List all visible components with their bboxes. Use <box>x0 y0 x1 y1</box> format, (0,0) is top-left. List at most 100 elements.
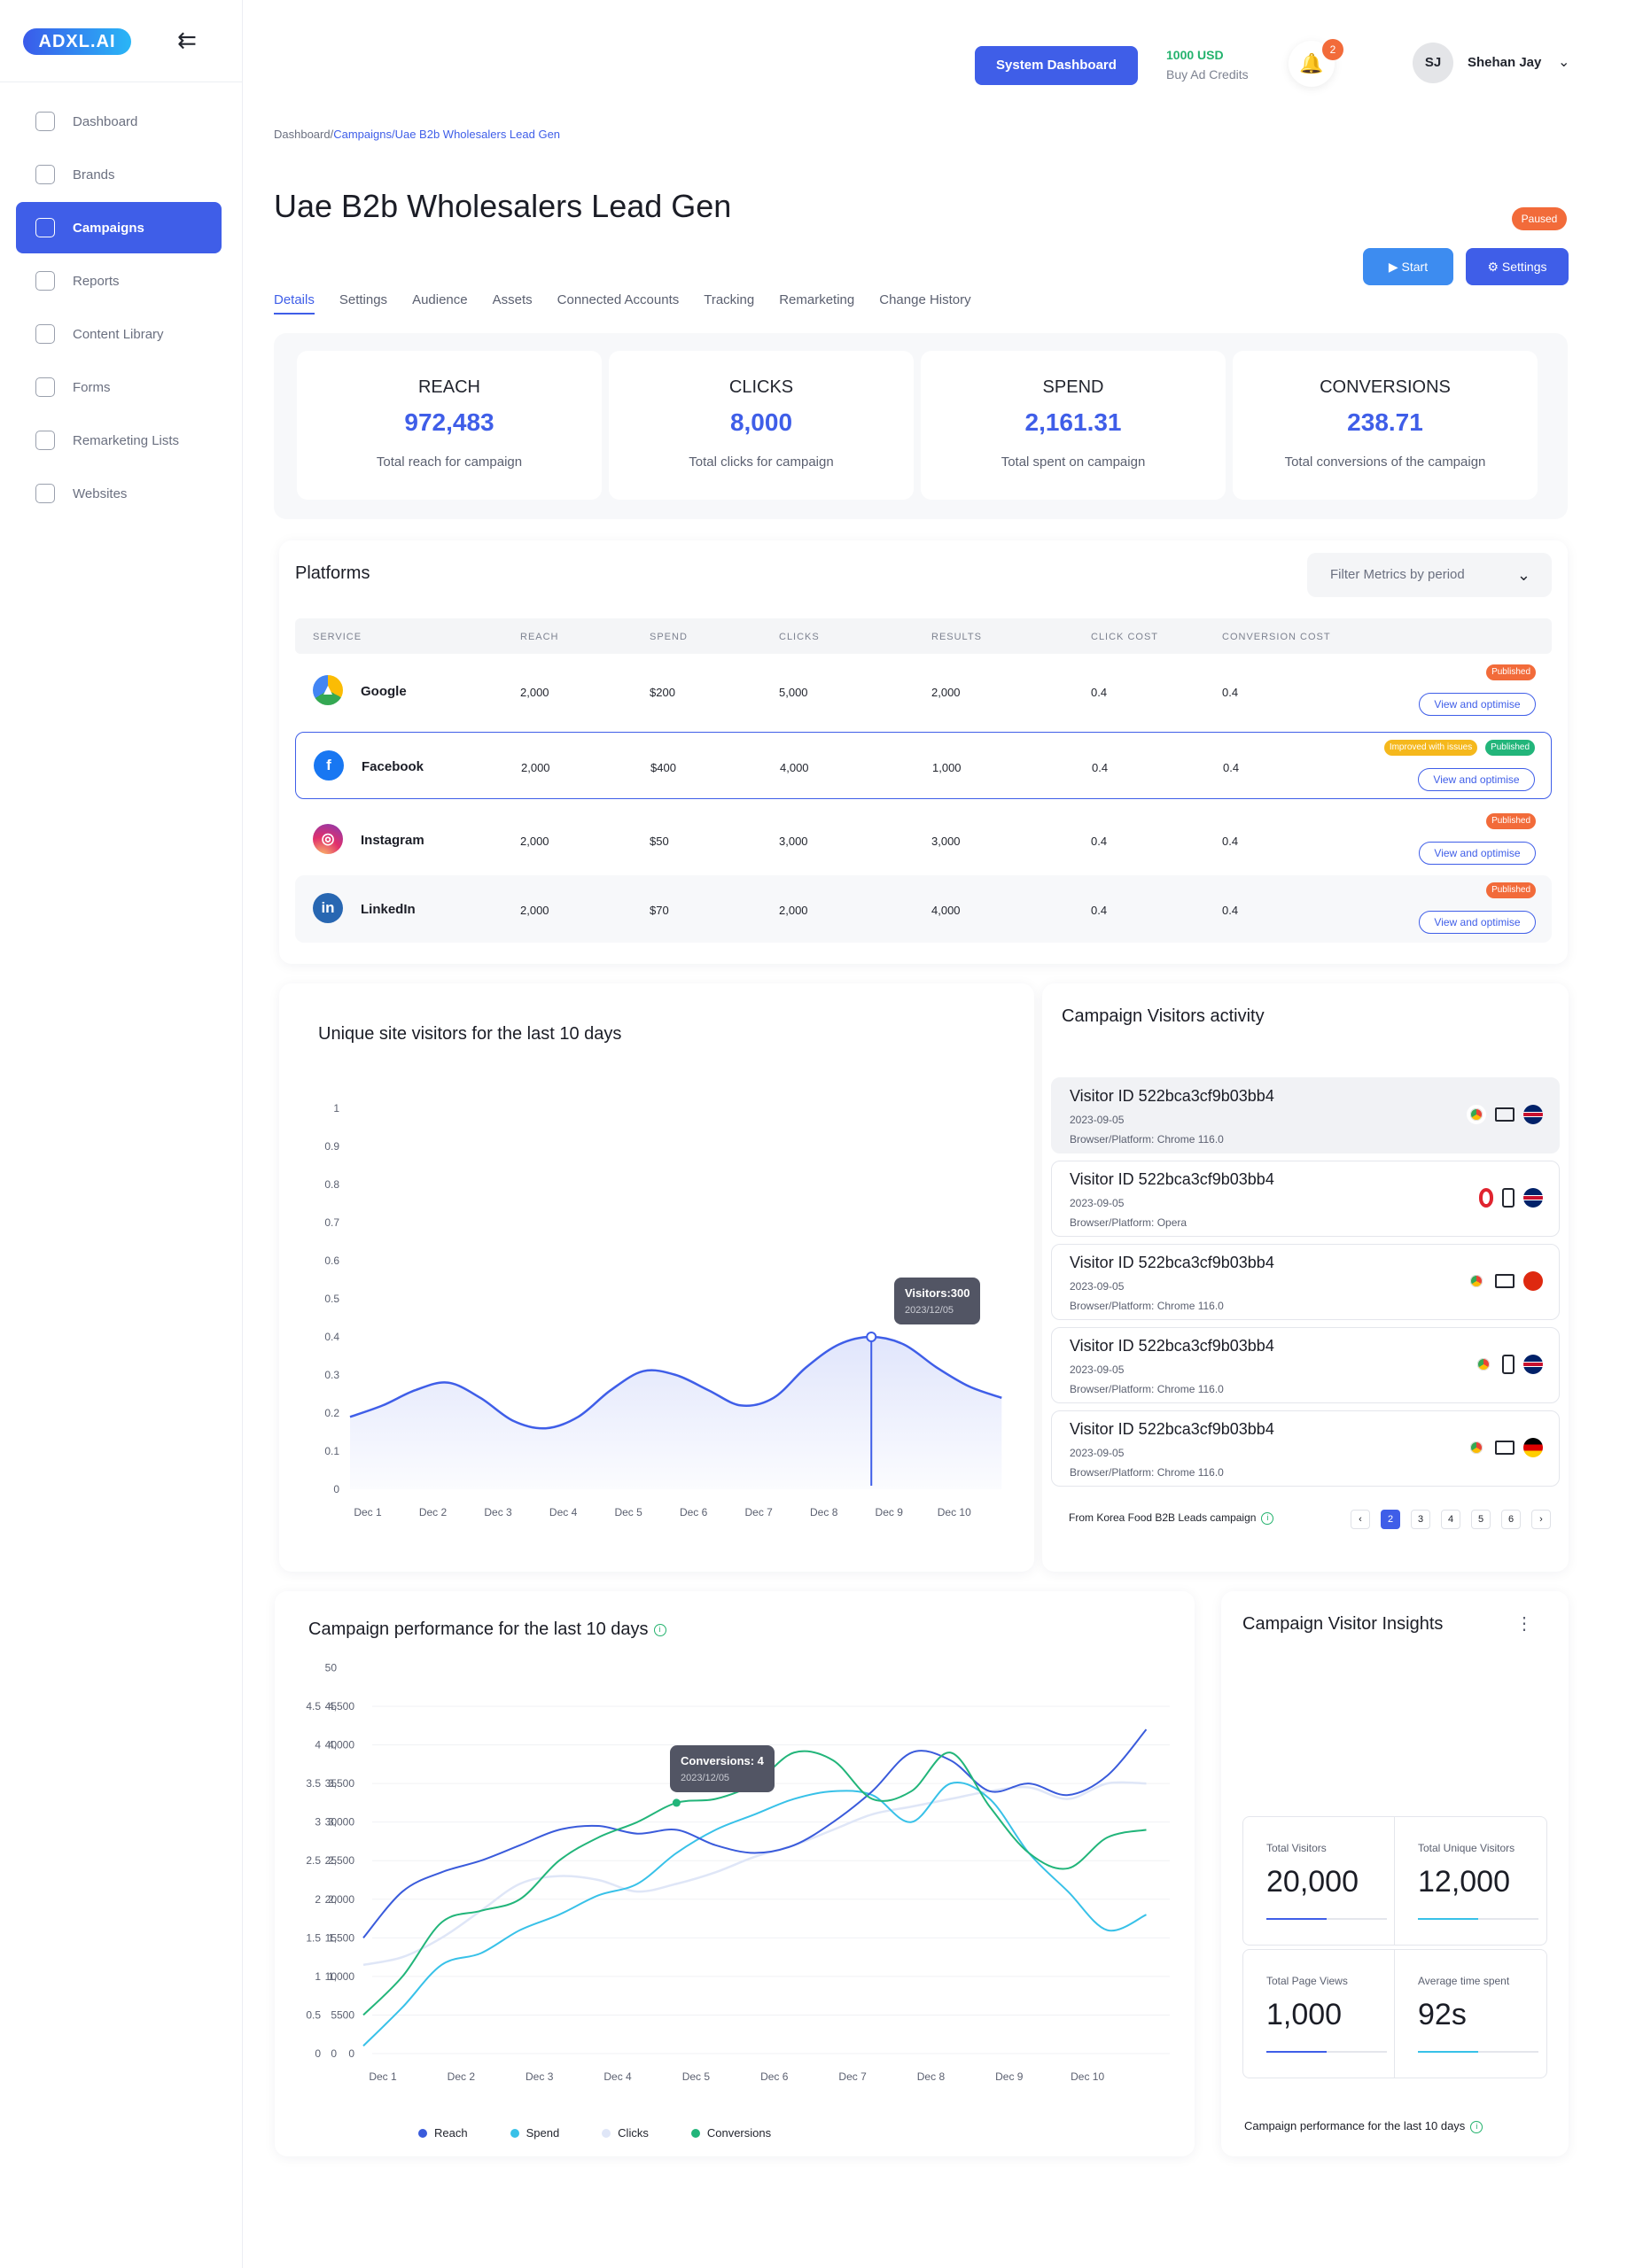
user-name[interactable]: Shehan Jay <box>1468 55 1542 70</box>
tab-audience[interactable]: Audience <box>412 292 468 307</box>
visitors-line <box>349 1335 1002 1430</box>
view-and-optimise-button[interactable]: View and optimise <box>1419 693 1536 716</box>
desktop-icon <box>1495 1107 1515 1122</box>
y-tick-label: 0.6 <box>324 1254 339 1267</box>
x-tick-label: Dec 6 <box>680 1506 708 1518</box>
chrome-icon <box>1467 1438 1486 1457</box>
germany-flag-icon <box>1523 1438 1543 1457</box>
settings-button[interactable]: ⚙ Settings <box>1466 248 1569 285</box>
china-flag-icon <box>1523 1271 1543 1291</box>
column-header: CONVERSION COST <box>1222 632 1331 642</box>
google-ads-icon: ▲ <box>313 675 343 705</box>
y-tick-label: 4 <box>315 1739 321 1751</box>
sidebar-item-brands[interactable]: Brands <box>16 149 222 200</box>
table-row[interactable]: ▲ Google 2,000 $200 5,000 2,000 0.4 0.4 Publishe… <box>295 657 1552 725</box>
legend-item-conversions[interactable]: Conversions <box>690 2126 771 2140</box>
y-tick-label: 35 <box>325 1777 338 1790</box>
chart-line-icon <box>35 112 55 131</box>
legend-item-spend[interactable]: Spend <box>510 2126 559 2140</box>
sidebar-item-forms[interactable]: Forms <box>16 361 222 413</box>
visitor-icons <box>1467 1438 1543 1457</box>
visitor-date: 2023-09-05 <box>1070 1114 1125 1126</box>
tab-tracking[interactable]: Tracking <box>704 292 755 307</box>
visitor-item[interactable]: Visitor ID 522bca3cf9b03bb4 2023-09-05 Bro… <box>1051 1327 1560 1403</box>
start-button[interactable]: ▶ Start <box>1363 248 1453 285</box>
visitor-item[interactable]: Visitor ID 522bca3cf9b03bb4 2023-09-05 Bro… <box>1051 1410 1560 1487</box>
visitors-activity-card: Campaign Visitors activity Visitor ID 52… <box>1042 983 1569 1572</box>
tab-connected-accounts[interactable]: Connected Accounts <box>557 292 680 307</box>
tab-remarketing[interactable]: Remarketing <box>779 292 855 307</box>
y-tick-label: 1,500 <box>328 1931 354 1944</box>
info-icon[interactable]: i <box>1470 2120 1483 2133</box>
ad-credits[interactable]: 1000 USD Buy Ad Credits <box>1166 48 1249 82</box>
visitor-item[interactable]: Visitor ID 522bca3cf9b03bb4 2023-09-05 Bro… <box>1051 1077 1560 1153</box>
legend-item-reach[interactable]: Reach <box>418 2126 468 2140</box>
app-logo[interactable]: ADXL.AI <box>23 28 131 55</box>
table-row[interactable]: ◎ Instagram 2,000 $50 3,000 3,000 0.4 0.4 Publis… <box>295 806 1552 874</box>
kebab-icon[interactable]: ⋮ <box>1515 1614 1533 1634</box>
page-button[interactable]: 3 <box>1411 1510 1430 1529</box>
stat-description: Total conversions of the campaign <box>1284 454 1486 470</box>
sidebar-item-label: Forms <box>73 379 111 395</box>
visitor-item[interactable]: Visitor ID 522bca3cf9b03bb4 2023-09-05 Bro… <box>1051 1161 1560 1237</box>
avatar[interactable]: SJ <box>1413 43 1453 83</box>
notification-badge: 2 <box>1322 39 1343 60</box>
sidebar-item-campaigns[interactable]: Campaigns <box>16 202 222 253</box>
stat-card-reach: REACH 972,483 Total reach for campaign <box>297 351 602 500</box>
x-tick-label: Dec 3 <box>526 2070 554 2083</box>
y-tick-label: 5 <box>331 2008 337 2021</box>
prev-page-button[interactable]: ‹ <box>1351 1510 1370 1529</box>
sidebar-item-dashboard[interactable]: Dashboard <box>16 96 222 147</box>
table-row[interactable]: in LinkedIn 2,000 $70 2,000 4,000 0.4 0.4 Publis… <box>295 875 1552 943</box>
cell-reach: 2,000 <box>520 904 549 917</box>
chart-legend: Reach Spend Clicks Conversions <box>418 2126 771 2140</box>
sidebar-item-reports[interactable]: Reports <box>16 255 222 307</box>
desktop-icon <box>1495 1274 1515 1288</box>
legend-item-clicks[interactable]: Clicks <box>602 2126 649 2140</box>
platform-name: Instagram <box>361 833 424 848</box>
info-icon[interactable]: i <box>1261 1511 1274 1525</box>
page-button[interactable]: 6 <box>1501 1510 1521 1529</box>
sidebar-item-websites[interactable]: Websites <box>16 468 222 519</box>
y-tick-label: 0.5 <box>306 2008 321 2021</box>
tab-assets[interactable]: Assets <box>492 292 533 307</box>
visitor-item[interactable]: Visitor ID 522bca3cf9b03bb4 2023-09-05 Bro… <box>1051 1244 1560 1320</box>
stats-panel: REACH 972,483 Total reach for campaign CLIC… <box>274 333 1568 519</box>
period-filter-select[interactable]: Filter Metrics by period ⌄ <box>1307 553 1552 597</box>
progress-fill <box>1266 2051 1327 2053</box>
view-and-optimise-button[interactable]: View and optimise <box>1419 842 1536 865</box>
breadcrumb-current: Uae B2b Wholesalers Lead Gen <box>394 128 561 141</box>
y-tick-label: 0.2 <box>324 1407 339 1419</box>
insight-box-total-page-views: Total Page Views 1,000 <box>1242 1949 1395 2078</box>
breadcrumb-dashboard[interactable]: Dashboard/ <box>274 128 334 141</box>
tab-details[interactable]: Details <box>274 292 315 315</box>
info-icon[interactable]: i <box>653 1623 666 1636</box>
tab-change-history[interactable]: Change History <box>879 292 971 307</box>
visitor-id: Visitor ID 522bca3cf9b03bb4 <box>1070 1420 1274 1438</box>
y-tick-label: 3.5 <box>306 1777 321 1790</box>
arrow-left-icon[interactable]: ⇇ <box>177 27 197 53</box>
page-button[interactable]: 5 <box>1471 1510 1491 1529</box>
performance-tooltip: Conversions: 4 2023/12/05 <box>670 1745 775 1792</box>
view-and-optimise-button[interactable]: View and optimise <box>1419 911 1536 934</box>
chrome-icon <box>1467 1271 1486 1291</box>
table-row[interactable]: f Facebook 2,000 $400 4,000 1,000 0.4 0.4 Publis… <box>295 732 1552 799</box>
system-dashboard-button[interactable]: System Dashboard <box>975 46 1138 85</box>
breadcrumb-campaigns[interactable]: Campaigns/ <box>333 128 395 141</box>
tab-settings[interactable]: Settings <box>339 292 388 307</box>
view-and-optimise-button[interactable]: View and optimise <box>1418 768 1535 791</box>
cell-conv-cost: 0.4 <box>1223 761 1240 774</box>
page-title: Uae B2b Wholesalers Lead Gen <box>274 188 732 224</box>
next-page-button[interactable]: › <box>1531 1510 1551 1529</box>
x-tick-label: Dec 4 <box>603 2070 632 2083</box>
page-button[interactable]: 4 <box>1441 1510 1460 1529</box>
page-button[interactable]: 2 <box>1381 1510 1400 1529</box>
sidebar-item-remarketing-lists[interactable]: Remarketing Lists <box>16 415 222 466</box>
x-tick-label: Dec 7 <box>838 2070 867 2083</box>
tooltip-date: 2023/12/05 <box>681 1773 730 1783</box>
activity-title: Campaign Visitors activity <box>1062 1006 1265 1026</box>
buy-credits-link[interactable]: Buy Ad Credits <box>1166 67 1249 82</box>
sidebar-item-content-library[interactable]: Content Library <box>16 308 222 360</box>
chevron-down-icon[interactable]: ⌄ <box>1558 55 1570 70</box>
hover-point <box>672 1798 681 1807</box>
